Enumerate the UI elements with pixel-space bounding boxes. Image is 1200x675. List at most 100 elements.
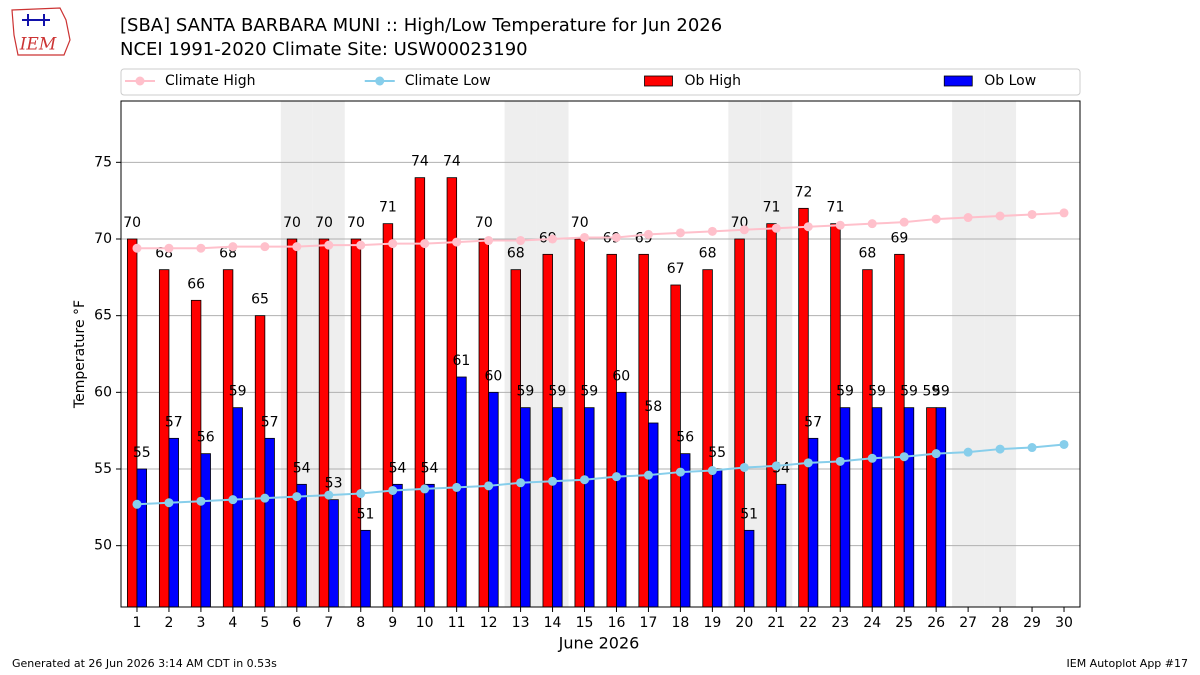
- line-marker: [995, 211, 1005, 221]
- data-label: 55: [708, 445, 726, 461]
- bar: [775, 483, 787, 608]
- x-tick-label: 15: [576, 615, 594, 631]
- bar: [574, 238, 585, 608]
- legend-marker: [375, 76, 385, 86]
- x-tick-label: 25: [895, 615, 913, 631]
- legend: Climate High Climate Low Ob High Ob Low: [125, 73, 1036, 89]
- bar: [606, 253, 617, 608]
- data-label: 59: [580, 384, 598, 400]
- legend-label: Ob High: [685, 73, 742, 89]
- line-marker: [707, 466, 717, 476]
- data-label: 68: [699, 246, 717, 262]
- data-label: 70: [475, 215, 493, 231]
- bar: [510, 269, 521, 608]
- y-tick-label: 75: [94, 154, 112, 170]
- data-label: 59: [922, 384, 940, 400]
- x-tick-label: 17: [640, 615, 658, 631]
- bar: [894, 253, 905, 608]
- line-marker: [452, 482, 462, 492]
- bar: [488, 391, 499, 608]
- x-tick-label: 12: [480, 615, 498, 631]
- line-marker: [675, 228, 685, 238]
- line-marker: [356, 489, 366, 499]
- line-marker: [771, 461, 781, 471]
- bar: [766, 223, 777, 608]
- line-marker: [484, 236, 494, 246]
- bar: [350, 238, 362, 608]
- bar: [680, 453, 691, 608]
- bar: [318, 238, 330, 608]
- legend-marker: [135, 76, 145, 86]
- line-marker: [899, 452, 909, 462]
- line-marker: [548, 234, 558, 244]
- x-axis-label: June 2026: [558, 634, 640, 653]
- line-marker: [228, 242, 238, 252]
- x-tick-label: 16: [608, 615, 626, 631]
- data-label: 59: [868, 384, 886, 400]
- bar: [520, 407, 531, 608]
- bar: [158, 269, 170, 608]
- data-label: 59: [932, 384, 950, 400]
- line-marker: [739, 225, 749, 235]
- data-label: 74: [443, 154, 461, 170]
- line-marker: [611, 232, 621, 242]
- line-marker: [867, 219, 877, 229]
- line-marker: [580, 232, 590, 242]
- bar: [392, 483, 403, 608]
- x-tick-label: 20: [735, 615, 753, 631]
- line-marker: [835, 220, 845, 230]
- x-tick-label: 21: [767, 615, 785, 631]
- legend-swatch: [943, 75, 973, 87]
- data-label: 59: [900, 384, 918, 400]
- bar: [254, 315, 266, 608]
- legend-label: Climate Low: [405, 73, 491, 89]
- bar: [711, 468, 723, 608]
- logo-text: IEM: [19, 35, 57, 55]
- line-marker: [420, 484, 430, 494]
- line-marker: [164, 243, 174, 253]
- footer-right: IEM Autoplot App #17: [1067, 657, 1189, 670]
- data-label: 59: [516, 384, 534, 400]
- line-marker: [548, 476, 558, 486]
- legend-label: Climate High: [165, 73, 256, 89]
- line-marker: [771, 223, 781, 233]
- line-marker: [164, 498, 174, 508]
- data-label: 56: [676, 430, 694, 446]
- bar: [734, 238, 745, 608]
- data-label: 54: [389, 460, 407, 476]
- bar: [935, 407, 947, 608]
- data-label: 60: [484, 368, 502, 384]
- bar: [190, 299, 202, 608]
- data-label: 70: [347, 215, 365, 231]
- bar: [296, 483, 307, 608]
- x-tick-label: 8: [356, 615, 365, 631]
- bar: [638, 253, 649, 608]
- x-tick-label: 27: [959, 615, 977, 631]
- legend-box: [120, 68, 1081, 96]
- data-label: 66: [187, 276, 205, 292]
- bar: [542, 253, 553, 608]
- line-marker: [803, 458, 813, 468]
- line-marker: [324, 240, 334, 250]
- logo: IEM: [11, 7, 71, 56]
- data-label: 57: [165, 414, 183, 430]
- bar: [264, 437, 275, 608]
- bar: [926, 407, 937, 608]
- data-label: 72: [795, 184, 813, 200]
- data-label: 57: [804, 414, 822, 430]
- logo-icon: [22, 14, 50, 26]
- bar: [830, 223, 841, 608]
- x-tick-label: 3: [196, 615, 205, 631]
- x-tick-label: 11: [448, 615, 466, 631]
- data-label: 70: [571, 215, 589, 231]
- legend-swatch: [644, 75, 673, 87]
- x-tick-label: 18: [672, 615, 690, 631]
- bar: [616, 391, 627, 608]
- x-tick-label: 1: [133, 615, 142, 631]
- line-marker: [388, 239, 398, 249]
- data-label: 68: [507, 246, 525, 262]
- x-tick-label: 22: [799, 615, 817, 631]
- data-label: 54: [293, 460, 311, 476]
- bar: [743, 529, 755, 608]
